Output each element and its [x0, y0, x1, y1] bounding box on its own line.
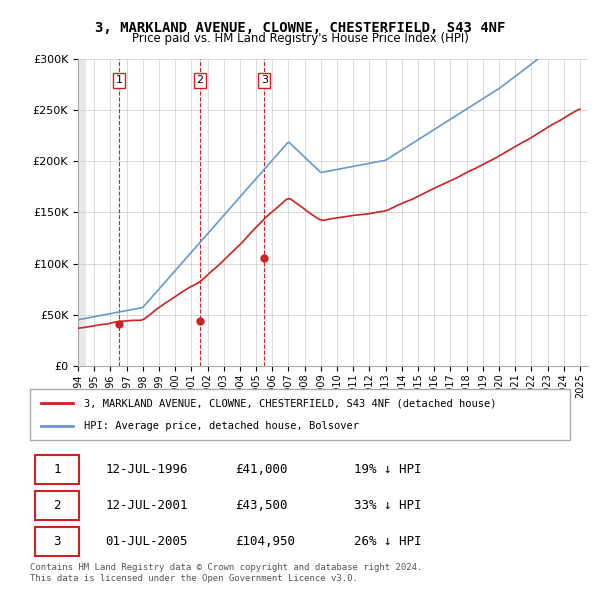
FancyBboxPatch shape — [35, 491, 79, 520]
Text: 01-JUL-2005: 01-JUL-2005 — [106, 535, 188, 548]
FancyBboxPatch shape — [35, 455, 79, 484]
Text: 2: 2 — [53, 499, 61, 512]
Text: 12-JUL-1996: 12-JUL-1996 — [106, 463, 188, 476]
Text: HPI: Average price, detached house, Bolsover: HPI: Average price, detached house, Bols… — [84, 421, 359, 431]
FancyBboxPatch shape — [30, 389, 570, 440]
Text: £41,000: £41,000 — [235, 463, 288, 476]
Text: Contains HM Land Registry data © Crown copyright and database right 2024.
This d: Contains HM Land Registry data © Crown c… — [30, 563, 422, 583]
Text: 1: 1 — [53, 463, 61, 476]
Text: 26% ↓ HPI: 26% ↓ HPI — [354, 535, 421, 548]
FancyBboxPatch shape — [35, 527, 79, 556]
Bar — [46, 59, 86, 366]
Text: 1: 1 — [115, 76, 122, 86]
Text: £104,950: £104,950 — [235, 535, 295, 548]
Text: 3, MARKLAND AVENUE, CLOWNE, CHESTERFIELD, S43 4NF (detached house): 3, MARKLAND AVENUE, CLOWNE, CHESTERFIELD… — [84, 398, 497, 408]
Text: 3: 3 — [53, 535, 61, 548]
Text: 3: 3 — [260, 76, 268, 86]
Text: Price paid vs. HM Land Registry's House Price Index (HPI): Price paid vs. HM Land Registry's House … — [131, 32, 469, 45]
Text: 19% ↓ HPI: 19% ↓ HPI — [354, 463, 421, 476]
Text: 3, MARKLAND AVENUE, CLOWNE, CHESTERFIELD, S43 4NF: 3, MARKLAND AVENUE, CLOWNE, CHESTERFIELD… — [95, 21, 505, 35]
Text: 2: 2 — [196, 76, 203, 86]
Text: 12-JUL-2001: 12-JUL-2001 — [106, 499, 188, 512]
Text: 33% ↓ HPI: 33% ↓ HPI — [354, 499, 421, 512]
Text: £43,500: £43,500 — [235, 499, 288, 512]
